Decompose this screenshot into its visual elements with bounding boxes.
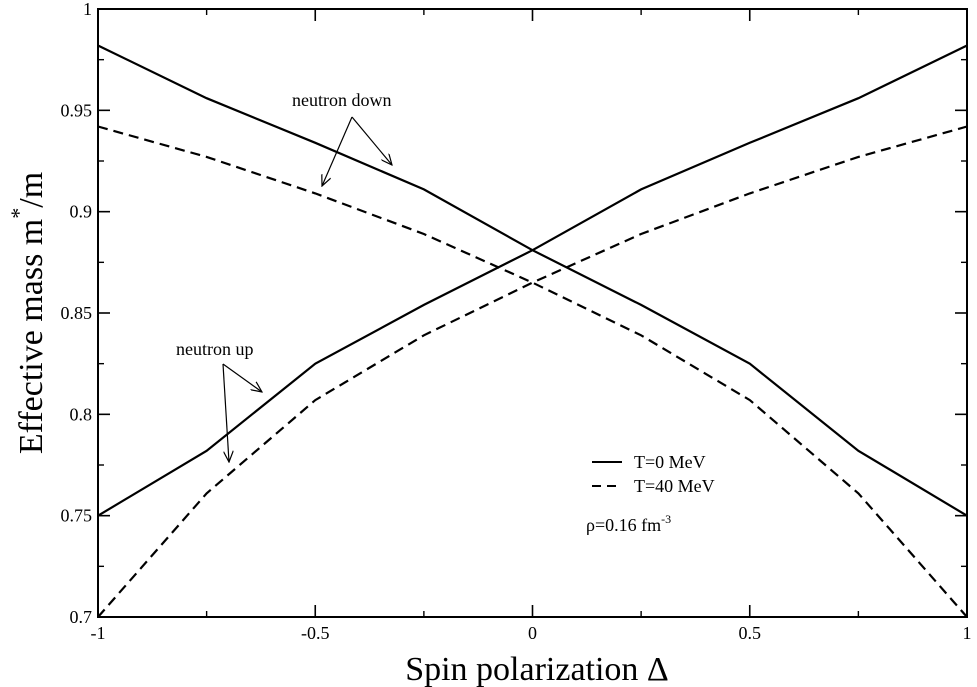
series-layer (97, 44, 968, 618)
y-tick-label: 1 (83, 0, 92, 19)
annotation-neutron-up-arrow-down (222, 363, 229, 462)
y-axis-title-tail: /m (13, 172, 50, 208)
series-line-t40-neutron-up (97, 125, 968, 618)
x-tick-label: -0.5 (301, 623, 330, 643)
y-tick-label: 0.9 (70, 202, 93, 222)
y-axis-title: Effective mass m*/m (6, 172, 50, 454)
annotation-neutron-down-arrow-right (351, 116, 392, 165)
plot-frame (97, 8, 968, 618)
legend-label-t40: T=40 MeV (634, 476, 715, 496)
legend-label-t0: T=0 MeV (634, 452, 706, 472)
y-tick-label: 0.95 (61, 100, 93, 120)
y-tick-label: 0.8 (70, 404, 93, 424)
annotation-neutron-up: neutron up (176, 339, 253, 359)
y-tick-label: 0.85 (61, 303, 93, 323)
series-line-t0-neutron-up (97, 44, 968, 517)
annotation-neutron-down: neutron down (292, 90, 391, 110)
density-note-superscript: -3 (661, 512, 671, 526)
annotation-neutron-up-arrow-right (222, 363, 262, 392)
legend: T=0 MeV T=40 MeV ρ=0.16 fm-3 (586, 452, 715, 535)
ticks-layer (97, 8, 968, 618)
y-axis-title-group: Effective mass m*/m (6, 172, 50, 454)
annotation-neutron-down-arrow-left (322, 116, 353, 186)
y-tick-label: 0.7 (70, 607, 93, 627)
series-line-t40-neutron-down (97, 125, 968, 618)
tick-labels-layer: -1 -0.5 0 0.5 1 0.7 0.75 0.8 0.85 0.9 0.95 1 (61, 0, 972, 643)
x-tick-label: 1 (963, 623, 972, 643)
y-tick-label: 0.75 (61, 506, 93, 526)
x-tick-label: 0.5 (739, 623, 762, 643)
x-tick-label: -1 (91, 623, 106, 643)
y-axis-title-superscript: * (6, 208, 31, 219)
y-axis-title-main: Effective mass m (13, 219, 50, 454)
x-tick-label: 0 (528, 623, 537, 643)
x-axis-title: Spin polarization Δ (405, 651, 669, 687)
density-note: ρ=0.16 fm-3 (586, 512, 671, 535)
density-note-main: ρ=0.16 fm (586, 515, 661, 535)
